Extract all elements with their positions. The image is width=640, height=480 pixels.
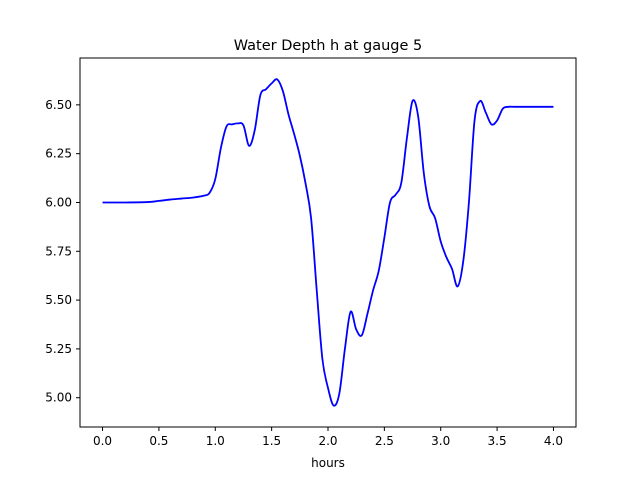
x-axis-ticks: 0.0 0.5 1.0 1.5 2.0 2.5 3.0 3.5 4.0 [93,427,563,448]
x-axis-label: hours [311,456,345,470]
x-tick-label: 1.0 [206,434,225,448]
y-tick-label: 6.25 [45,147,72,161]
x-tick-label: 2.0 [318,434,337,448]
chart-title: Water Depth h at gauge 5 [234,38,422,54]
y-tick-label: 5.50 [45,293,72,307]
x-tick-label: 4.0 [544,434,563,448]
x-tick-label: 0.5 [149,434,168,448]
x-tick-label: 3.5 [488,434,507,448]
x-tick-label: 2.5 [375,434,394,448]
x-tick-label: 1.5 [262,434,281,448]
y-tick-label: 6.00 [45,195,72,209]
y-tick-label: 5.25 [45,342,72,356]
y-tick-label: 5.00 [45,391,72,405]
plot-area-frame [79,57,577,428]
x-tick-label: 3.0 [431,434,450,448]
y-axis-ticks: 5.00 5.25 5.50 5.75 6.00 6.25 6.50 [45,98,80,405]
y-tick-label: 5.75 [45,244,72,258]
y-tick-label: 6.50 [45,98,72,112]
x-tick-label: 0.0 [93,434,112,448]
series-line-water-depth [102,78,554,407]
